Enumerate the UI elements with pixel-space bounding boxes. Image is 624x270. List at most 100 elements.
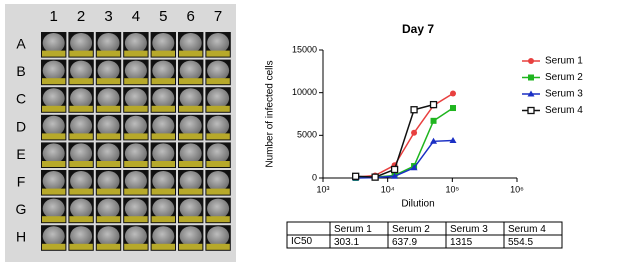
well-image bbox=[124, 115, 147, 136]
well-image bbox=[124, 33, 147, 53]
point bbox=[410, 106, 418, 114]
column-label: 5 bbox=[159, 8, 167, 25]
legend-marker bbox=[528, 74, 534, 81]
well-image bbox=[179, 33, 202, 53]
well-image bbox=[152, 143, 175, 164]
well-image bbox=[179, 60, 202, 81]
well-strip bbox=[206, 50, 230, 57]
well-image bbox=[97, 88, 120, 109]
well-strip bbox=[42, 133, 66, 140]
x-tick-label: 10⁴ bbox=[381, 184, 395, 194]
well-strip bbox=[96, 161, 121, 167]
well-strip bbox=[151, 161, 175, 167]
well-image bbox=[179, 226, 202, 247]
legend-label: Serum 2 bbox=[545, 72, 583, 83]
well-strip bbox=[42, 105, 66, 112]
well-image bbox=[124, 171, 147, 191]
well-strip bbox=[151, 78, 175, 85]
well-strip bbox=[206, 243, 230, 250]
well-strip bbox=[179, 216, 203, 223]
y-tick-label: 0 bbox=[312, 172, 317, 182]
column-label: 2 bbox=[77, 8, 85, 25]
well-strip bbox=[151, 133, 175, 140]
point bbox=[390, 165, 399, 174]
well-image bbox=[152, 115, 175, 136]
row-label: C bbox=[16, 91, 26, 107]
well-strip bbox=[69, 78, 93, 85]
point bbox=[391, 172, 399, 179]
well-image bbox=[42, 226, 65, 247]
column-label: 4 bbox=[132, 8, 140, 25]
well-image bbox=[152, 88, 175, 109]
legend-marker bbox=[527, 90, 535, 97]
y-tick-label: 5000 bbox=[297, 130, 317, 140]
well-image bbox=[207, 226, 230, 247]
well-image bbox=[42, 115, 65, 136]
well-image bbox=[97, 60, 120, 81]
well-strip bbox=[179, 50, 203, 57]
well-strip bbox=[42, 161, 66, 167]
legend-marker bbox=[527, 106, 535, 115]
well-image bbox=[70, 88, 93, 109]
well-strip bbox=[69, 243, 93, 250]
well-image bbox=[124, 60, 147, 81]
well-image bbox=[70, 33, 93, 53]
column-header: Serum 2 bbox=[392, 224, 430, 235]
well-strip bbox=[124, 50, 148, 57]
well-strip bbox=[179, 105, 203, 112]
well-strip bbox=[124, 133, 148, 140]
well-strip bbox=[69, 133, 93, 140]
well-strip bbox=[124, 78, 148, 85]
well-image bbox=[152, 171, 175, 191]
well-strip bbox=[42, 188, 66, 195]
well-image bbox=[97, 115, 120, 136]
cell: 303.1 bbox=[334, 237, 359, 248]
column-label: 1 bbox=[50, 8, 58, 25]
well-strip bbox=[96, 105, 121, 112]
well-image bbox=[42, 143, 65, 164]
well-image bbox=[207, 171, 230, 191]
well-strip bbox=[96, 188, 121, 195]
well-image bbox=[179, 143, 202, 164]
well-image bbox=[152, 198, 175, 219]
well-image bbox=[179, 88, 202, 109]
well-strip bbox=[96, 243, 121, 250]
well-image bbox=[42, 171, 65, 191]
well-image bbox=[97, 171, 120, 191]
well-strip bbox=[69, 161, 93, 167]
x-tick-label: 10⁶ bbox=[510, 184, 524, 194]
well-image bbox=[97, 33, 120, 53]
well-image bbox=[42, 88, 65, 109]
legend-label: Serum 1 bbox=[545, 56, 583, 67]
row-label: B bbox=[16, 63, 25, 79]
well-strip bbox=[179, 133, 203, 140]
row-label: G bbox=[16, 201, 27, 217]
point bbox=[410, 164, 418, 171]
legend-label: Serum 3 bbox=[545, 89, 583, 100]
well-strip bbox=[69, 216, 93, 223]
series-line bbox=[355, 139, 454, 179]
well-image bbox=[42, 33, 65, 53]
point bbox=[449, 136, 457, 143]
well-image bbox=[70, 115, 93, 136]
well-image bbox=[70, 226, 93, 247]
well-strip bbox=[42, 243, 66, 250]
legend-label: Serum 4 bbox=[545, 105, 583, 116]
point bbox=[430, 117, 437, 124]
y-axis-label: Number of infected cells bbox=[265, 60, 276, 167]
column-label: 3 bbox=[104, 8, 112, 25]
y-tick-label: 15000 bbox=[292, 44, 317, 54]
row-label: D bbox=[16, 118, 26, 134]
column-header: Serum 3 bbox=[450, 224, 488, 235]
point bbox=[449, 90, 456, 97]
well-image bbox=[97, 198, 120, 219]
well-image bbox=[152, 226, 175, 247]
series-line bbox=[355, 92, 454, 178]
point bbox=[449, 105, 456, 112]
well-strip bbox=[96, 133, 121, 140]
well-strip bbox=[42, 50, 66, 57]
cell: 1315 bbox=[450, 237, 473, 248]
well-strip bbox=[124, 243, 148, 250]
well-image bbox=[124, 143, 147, 164]
well-strip bbox=[206, 161, 230, 167]
